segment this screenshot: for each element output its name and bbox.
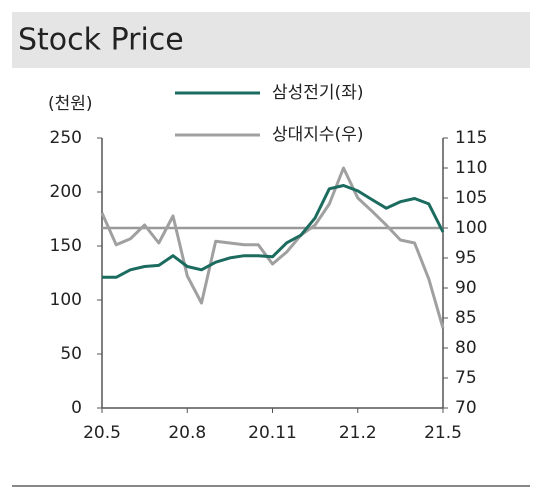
title-bar bbox=[12, 12, 530, 68]
y2-tick-label: 90 bbox=[455, 278, 477, 298]
series-line bbox=[102, 184, 445, 279]
y2-tick-label: 95 bbox=[455, 248, 477, 268]
y2-tick-label: 105 bbox=[455, 188, 487, 208]
y-tick-label: 0 bbox=[71, 398, 82, 418]
y2-tick-label: 115 bbox=[455, 128, 487, 148]
legend-label: 상대지수(우) bbox=[272, 125, 363, 145]
x-tick-label: 20.5 bbox=[83, 423, 121, 443]
x-tick-label: 20.11 bbox=[248, 423, 297, 443]
x-tick-label: 21.5 bbox=[424, 423, 462, 443]
y-tick-label: 150 bbox=[50, 236, 82, 256]
y-tick-label: 100 bbox=[50, 290, 82, 310]
y2-tick-label: 70 bbox=[455, 398, 477, 418]
y2-tick-label: 110 bbox=[455, 158, 487, 178]
y2-tick-label: 85 bbox=[455, 308, 477, 328]
y-tick-label: 200 bbox=[50, 182, 82, 202]
legend-label: 삼성전기(좌) bbox=[272, 83, 363, 103]
y2-tick-label: 80 bbox=[455, 338, 477, 358]
x-tick-label: 20.8 bbox=[168, 423, 206, 443]
y-tick-label: 250 bbox=[50, 128, 82, 148]
y2-tick-label: 100 bbox=[455, 218, 487, 238]
chart-title: Stock Price bbox=[18, 23, 184, 58]
y-axis-label: (천원) bbox=[48, 94, 93, 114]
x-tick-label: 21.2 bbox=[339, 423, 377, 443]
y2-tick-label: 75 bbox=[455, 368, 477, 388]
y-tick-label: 50 bbox=[60, 344, 82, 364]
series-line bbox=[100, 166, 445, 329]
